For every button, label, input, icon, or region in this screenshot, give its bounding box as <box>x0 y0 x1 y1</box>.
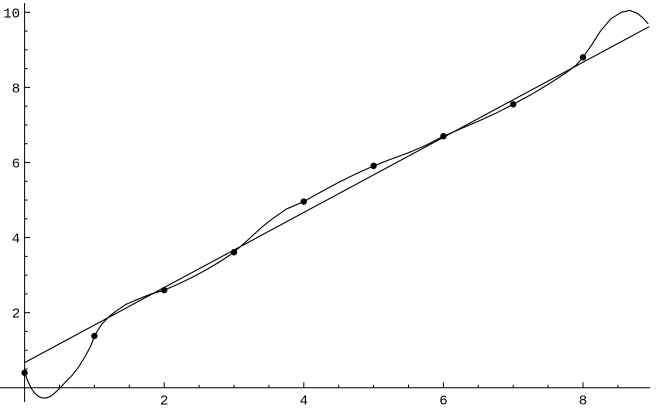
x-tick-label: 8 <box>579 393 587 409</box>
data-point <box>21 369 28 376</box>
data-point <box>370 162 377 170</box>
x-tick-label: 2 <box>160 393 168 409</box>
data-point <box>161 286 168 294</box>
y-tick-label: 2 <box>12 307 20 323</box>
data-point <box>510 101 517 108</box>
data-point <box>300 198 307 205</box>
y-tick-label: 6 <box>12 157 20 173</box>
x-tick-label: 4 <box>300 393 308 409</box>
data-point <box>440 133 447 140</box>
data-point <box>91 332 98 340</box>
data-point <box>230 249 238 256</box>
x-tick-label: 6 <box>439 393 447 409</box>
data-point <box>579 54 587 61</box>
y-tick-label: 10 <box>3 6 20 22</box>
y-tick-label: 4 <box>12 232 20 248</box>
y-tick-label: 8 <box>12 81 20 97</box>
fit-line <box>24 26 650 364</box>
interpolation-curve <box>24 9 649 399</box>
